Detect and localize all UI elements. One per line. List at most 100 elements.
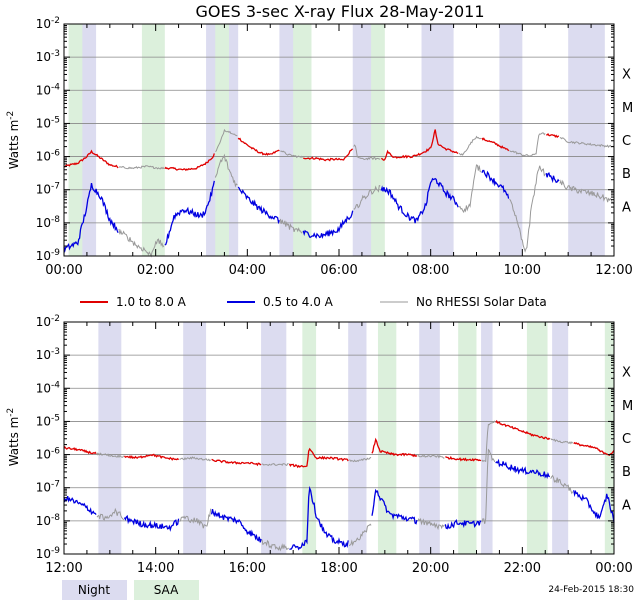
night-band-bottom-1 bbox=[183, 322, 207, 554]
y-tick-label-bottom-7: 10-2 bbox=[36, 314, 60, 329]
y-tick-label-base: 10 bbox=[36, 83, 51, 97]
saa-band-top-4 bbox=[371, 24, 385, 256]
flare-class-bottom-A: A bbox=[622, 498, 631, 513]
y-tick-label-bottom-2: 10-7 bbox=[36, 480, 60, 495]
night-band-top-6 bbox=[568, 24, 605, 256]
y-tick-label-base: 10 bbox=[36, 17, 51, 31]
x-tick-label-bottom-2: 16:00 bbox=[229, 561, 266, 576]
y-tick-label-base: 10 bbox=[36, 216, 51, 230]
y-tick-label-exp: -8 bbox=[51, 215, 60, 225]
y-tick-label-exp: -4 bbox=[51, 380, 60, 390]
y-tick-label-exp: -2 bbox=[51, 16, 60, 26]
background-legend: Night SAA bbox=[62, 580, 199, 600]
y-tick-label-exp: -6 bbox=[51, 447, 60, 457]
saa-band-top-3 bbox=[293, 24, 312, 256]
y-tick-label-exp: -3 bbox=[51, 49, 60, 59]
series-long-norhessi-top bbox=[118, 128, 615, 170]
y-tick-label-exp: -9 bbox=[51, 546, 60, 556]
night-band-top-3 bbox=[352, 24, 376, 256]
flare-class-top-M: M bbox=[622, 101, 633, 116]
series-short-norhessi-top bbox=[118, 153, 615, 258]
y-tick-label-base: 10 bbox=[36, 150, 51, 164]
legend-swatch-saa bbox=[134, 580, 199, 600]
flare-class-bottom-X: X bbox=[622, 366, 631, 381]
night-band-bottom-3 bbox=[348, 322, 367, 554]
y-tick-label-exp: -5 bbox=[51, 115, 60, 125]
y-tick-label-base: 10 bbox=[36, 547, 51, 561]
series-short-bottom bbox=[63, 458, 615, 551]
series-short-top bbox=[63, 169, 560, 253]
legend-swatch-night bbox=[62, 580, 127, 600]
saa-band-top-0 bbox=[68, 24, 83, 256]
y-tick-label-top-4: 10-5 bbox=[36, 115, 60, 130]
y-axis-label-top: Watts m-2 bbox=[6, 111, 21, 170]
series-legend: 1.0 to 8.0 A 0.5 to 4.0 A No RHESSI Sola… bbox=[80, 295, 547, 309]
y-tick-label-exp: -4 bbox=[51, 82, 60, 92]
y-tick-label-exp: -3 bbox=[51, 347, 60, 357]
flare-class-top-X: X bbox=[622, 68, 631, 83]
y-tick-label-bottom-4: 10-5 bbox=[36, 413, 60, 428]
night-band-top-5 bbox=[499, 24, 523, 256]
y-tick-label-bottom-6: 10-3 bbox=[36, 347, 60, 362]
night-band-bottom-2 bbox=[261, 322, 287, 554]
legend-label-saa: SAA bbox=[154, 583, 179, 597]
x-tick-label-top-0: 00:00 bbox=[45, 263, 82, 278]
y-tick-label-exp: -5 bbox=[51, 413, 60, 423]
x-tick-label-top-6: 12:00 bbox=[595, 263, 632, 278]
y-tick-label-base: 10 bbox=[36, 348, 51, 362]
y-axis-label-top-exp: -2 bbox=[6, 111, 16, 120]
y-tick-label-exp: -8 bbox=[51, 513, 60, 523]
y-tick-label-base: 10 bbox=[36, 183, 51, 197]
footer-timestamp: 24-Feb-2015 18:30 bbox=[548, 585, 634, 595]
series-long-norhessi-bottom bbox=[96, 420, 574, 467]
legend-label-norhessi: No RHESSI Solar Data bbox=[416, 295, 547, 309]
saa-band-bottom-3 bbox=[526, 322, 548, 554]
y-tick-label-top-5: 10-4 bbox=[36, 82, 61, 97]
flare-class-top-A: A bbox=[622, 200, 631, 215]
night-band-bottom-0 bbox=[98, 322, 122, 554]
x-tick-label-top-5: 10:00 bbox=[504, 263, 541, 278]
y-tick-label-bottom-3: 10-6 bbox=[36, 447, 61, 462]
x-tick-label-bottom-6: 00:00 bbox=[595, 561, 632, 576]
y-tick-label-base: 10 bbox=[36, 381, 51, 395]
y-tick-label-base: 10 bbox=[36, 414, 51, 428]
y-tick-label-top-6: 10-3 bbox=[36, 49, 60, 64]
x-tick-label-bottom-5: 22:00 bbox=[504, 561, 541, 576]
x-tick-label-top-1: 02:00 bbox=[137, 263, 174, 278]
y-tick-label-exp: -9 bbox=[51, 248, 60, 258]
y-tick-label-bottom-1: 10-8 bbox=[36, 513, 61, 528]
series-long-top bbox=[63, 129, 560, 172]
legend-label-short: 0.5 to 4.0 A bbox=[263, 295, 334, 309]
y-axis-label-bottom: Watts m-2 bbox=[6, 408, 21, 467]
flare-class-bottom-C: C bbox=[622, 432, 631, 447]
series-long-bottom bbox=[63, 419, 615, 469]
y-tick-label-base: 10 bbox=[36, 448, 51, 462]
x-tick-label-bottom-1: 14:00 bbox=[137, 561, 174, 576]
y-tick-label-top-7: 10-2 bbox=[36, 16, 60, 31]
y-tick-label-exp: -6 bbox=[51, 149, 60, 159]
x-tick-label-bottom-4: 20:00 bbox=[412, 561, 449, 576]
series-short-norhessi-bottom bbox=[96, 448, 574, 552]
saa-band-bottom-2 bbox=[458, 322, 477, 554]
y-tick-label-base: 10 bbox=[36, 514, 51, 528]
chart-title: GOES 3-sec X-ray Flux 28-May-2011 bbox=[196, 2, 485, 21]
night-band-bottom-6 bbox=[552, 322, 569, 554]
legend-label-night: Night bbox=[78, 583, 111, 597]
y-tick-label-bottom-0: 10-9 bbox=[36, 546, 61, 561]
flare-class-top-C: C bbox=[622, 134, 631, 149]
saa-band-bottom-0 bbox=[302, 322, 317, 554]
y-tick-label-exp: -7 bbox=[51, 182, 60, 192]
x-tick-label-top-4: 08:00 bbox=[412, 263, 449, 278]
bottom-panel: Watts m-2 10-910-810-710-610-510-410-310… bbox=[6, 314, 633, 576]
y-tick-label-top-1: 10-8 bbox=[36, 215, 61, 230]
saa-band-top-1 bbox=[141, 24, 165, 256]
legend-label-long: 1.0 to 8.0 A bbox=[116, 295, 187, 309]
y-tick-label-bottom-5: 10-4 bbox=[36, 380, 61, 395]
x-tick-label-top-2: 04:00 bbox=[229, 263, 266, 278]
y-axis-label-bottom-exp: -2 bbox=[6, 408, 16, 417]
flare-class-top-B: B bbox=[622, 167, 631, 182]
y-tick-label-base: 10 bbox=[36, 315, 51, 329]
top-panel: Watts m-2 10-910-810-710-610-510-410-310… bbox=[6, 16, 633, 278]
y-tick-label-base: 10 bbox=[36, 116, 51, 130]
